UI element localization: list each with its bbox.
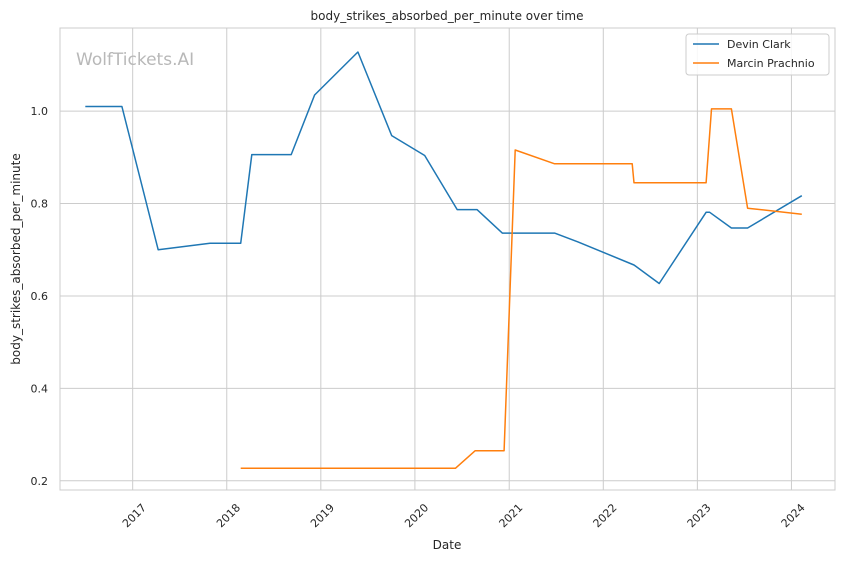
plot-frame <box>59 27 836 491</box>
series-line-marcin-prachnio <box>240 108 802 470</box>
chart-title: body_strikes_absorbed_per_minute over ti… <box>311 9 584 23</box>
x-tick-label: 2019 <box>308 501 337 530</box>
x-tick-label: 2017 <box>120 501 149 530</box>
series-line-devin-clark <box>85 51 803 285</box>
x-tick-label: 2024 <box>779 501 808 530</box>
tick-layer: 0.2 0.4 0.6 0.8 1.0 2017 2018 2019 2020 2021 2022 2… <box>31 105 808 530</box>
y-tick-label: 0.4 <box>31 382 49 395</box>
x-tick-label: 2020 <box>402 501 431 530</box>
legend: Devin Clark Marcin Prachnio <box>685 33 830 76</box>
legend-box <box>685 33 830 76</box>
y-tick-label: 0.2 <box>31 475 49 488</box>
x-tick-label: 2023 <box>685 501 714 530</box>
x-tick-label: 2021 <box>496 501 525 530</box>
series-layer <box>85 51 803 470</box>
x-tick-label: 2018 <box>214 501 243 530</box>
y-axis-label: body_strikes_absorbed_per_minute <box>9 153 23 364</box>
grid-layer <box>60 28 835 490</box>
y-tick-label: 0.6 <box>31 290 49 303</box>
legend-label-devin-clark: Devin Clark <box>727 38 791 51</box>
watermark-text: WolfTickets.AI <box>76 50 194 70</box>
y-tick-label: 1.0 <box>31 105 49 118</box>
y-tick-label: 0.8 <box>31 198 49 211</box>
legend-label-marcin-prachnio: Marcin Prachnio <box>727 57 815 70</box>
x-tick-label: 2022 <box>591 501 620 530</box>
x-axis-label: Date <box>433 538 462 552</box>
